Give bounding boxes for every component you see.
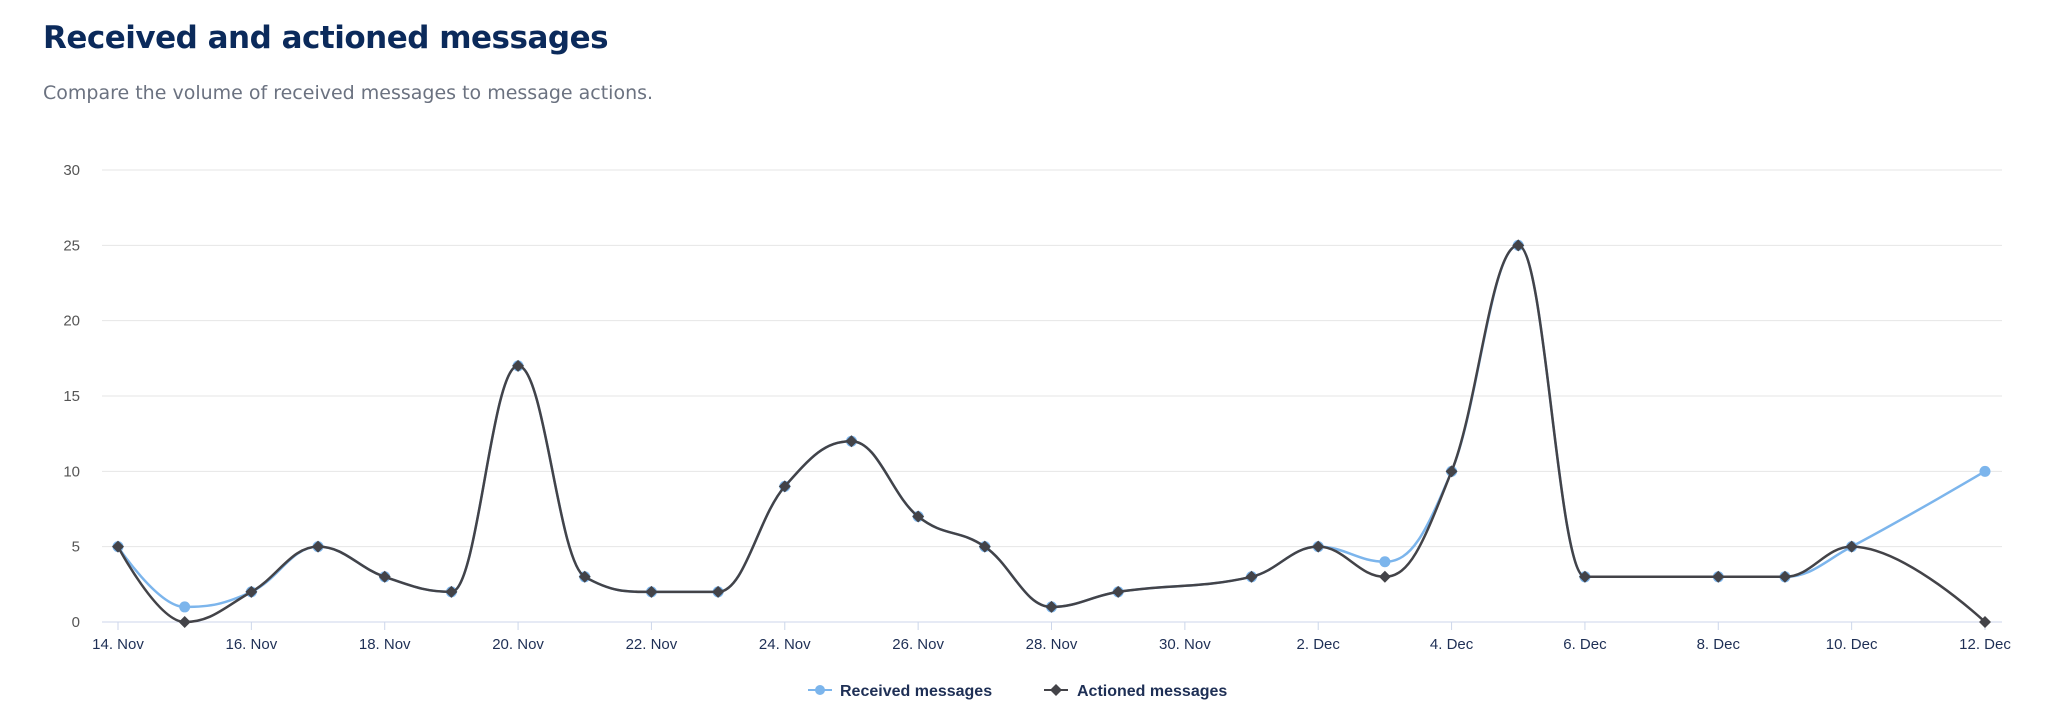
- data-point[interactable]: [712, 585, 725, 598]
- x-tick-label: 10. Dec: [1826, 636, 1878, 653]
- data-point[interactable]: [645, 585, 658, 598]
- y-tick-label: 0: [72, 614, 80, 631]
- x-tick-label: 28. Nov: [1026, 636, 1078, 653]
- y-tick-label: 15: [63, 388, 80, 405]
- x-tick-label: 22. Nov: [626, 636, 678, 653]
- x-tick-label: 26. Nov: [892, 636, 944, 653]
- data-point[interactable]: [1379, 556, 1391, 568]
- legend-item-actioned[interactable]: Actioned messages: [1044, 683, 1227, 700]
- x-tick-label: 4. Dec: [1430, 636, 1474, 653]
- data-point[interactable]: [1778, 570, 1791, 583]
- data-point[interactable]: [1112, 585, 1125, 598]
- legend-marker-diamond-icon: [1050, 684, 1062, 696]
- x-tick-label: 20. Nov: [492, 636, 544, 653]
- series-line: [116, 244, 1986, 624]
- series-actioned: [112, 239, 1991, 628]
- data-point[interactable]: [1712, 570, 1725, 583]
- x-tick-label: 18. Nov: [359, 636, 411, 653]
- legend-label-received: Received messages: [840, 683, 992, 700]
- y-tick-label: 20: [63, 313, 80, 330]
- data-point[interactable]: [1045, 600, 1058, 613]
- data-point[interactable]: [978, 540, 991, 553]
- data-point[interactable]: [578, 570, 591, 583]
- data-point[interactable]: [312, 540, 325, 553]
- legend-label-actioned: Actioned messages: [1077, 683, 1227, 700]
- y-tick-label: 25: [63, 237, 80, 254]
- data-point[interactable]: [1979, 616, 1991, 628]
- chart-subtitle: Compare the volume of received messages …: [43, 82, 654, 104]
- chart-title: Received and actioned messages: [43, 20, 609, 56]
- data-point[interactable]: [179, 601, 191, 613]
- data-point[interactable]: [1845, 540, 1858, 553]
- data-point[interactable]: [1312, 540, 1325, 553]
- data-point[interactable]: [378, 570, 391, 583]
- data-point[interactable]: [245, 585, 258, 598]
- x-tick-label: 30. Nov: [1159, 636, 1211, 653]
- x-tick-label: 12. Dec: [1959, 636, 2011, 653]
- x-tick-label: 14. Nov: [92, 636, 144, 653]
- data-point[interactable]: [1979, 465, 1991, 477]
- data-point[interactable]: [445, 585, 458, 598]
- data-point[interactable]: [1512, 239, 1525, 252]
- data-point[interactable]: [1445, 465, 1458, 478]
- y-tick-label: 30: [63, 162, 80, 179]
- x-tick-label: 6. Dec: [1563, 636, 1607, 653]
- data-point[interactable]: [1578, 570, 1591, 583]
- y-tick-label: 5: [72, 539, 80, 556]
- series-received: [112, 239, 1991, 613]
- data-point[interactable]: [845, 435, 858, 448]
- data-point[interactable]: [912, 510, 925, 523]
- data-point[interactable]: [512, 359, 525, 372]
- x-tick-label: 2. Dec: [1297, 636, 1341, 653]
- x-tick-label: 24. Nov: [759, 636, 811, 653]
- legend-item-received[interactable]: Received messages: [808, 683, 992, 700]
- data-point[interactable]: [1245, 570, 1258, 583]
- data-point[interactable]: [112, 540, 124, 553]
- data-point[interactable]: [1378, 570, 1391, 583]
- legend-marker-circle-icon: [815, 685, 825, 695]
- y-tick-label: 10: [63, 463, 80, 480]
- data-point[interactable]: [778, 480, 791, 493]
- series-line: [116, 244, 1986, 609]
- x-tick-label: 16. Nov: [226, 636, 278, 653]
- data-point[interactable]: [178, 616, 191, 628]
- x-tick-label: 8. Dec: [1697, 636, 1741, 653]
- legend: Received messages Actioned messages: [808, 683, 1227, 700]
